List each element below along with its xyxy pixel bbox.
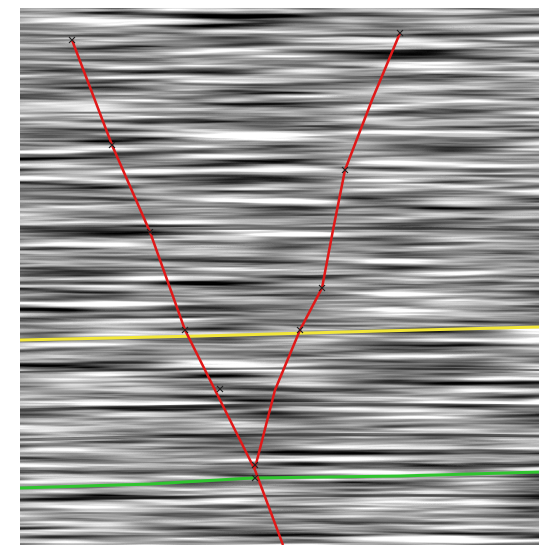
seismic-texture bbox=[20, 8, 539, 545]
page-body bbox=[0, 0, 539, 547]
page: Seismic section {} html, body { margin: … bbox=[0, 0, 539, 547]
seismic-view bbox=[0, 0, 539, 547]
seismic-section bbox=[20, 8, 539, 545]
